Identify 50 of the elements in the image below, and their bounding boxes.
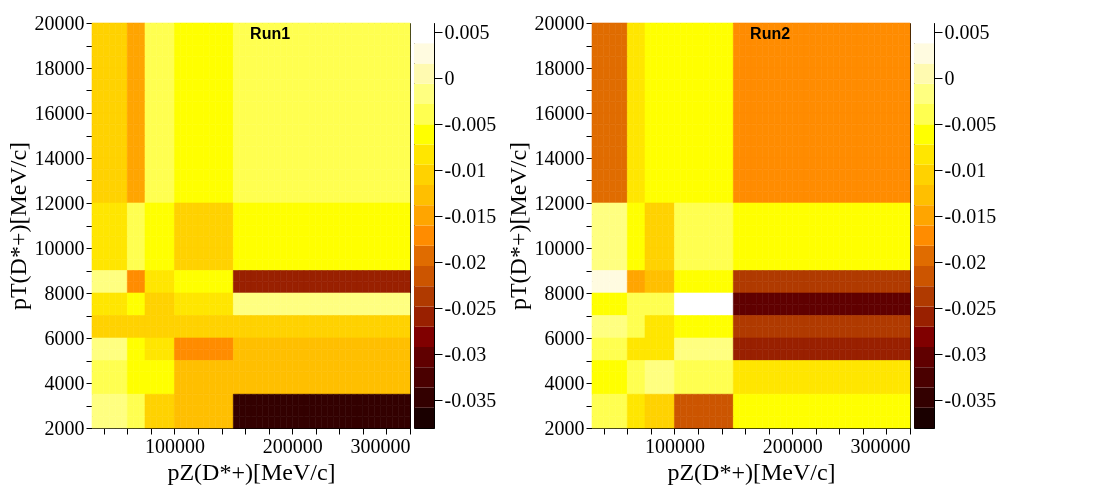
x-tick-label: 200000	[762, 434, 823, 457]
color-bar-label: -0.01	[944, 158, 987, 181]
y-tick-label: 16000	[34, 101, 85, 124]
color-bar-label: -0.015	[444, 204, 497, 227]
y-tick-label: 12000	[34, 191, 85, 214]
y-tick-label: 2000	[544, 416, 585, 439]
y-axis-title: pT(D*+)[MeV/c]	[4, 141, 31, 311]
x-tick-label: 300000	[350, 434, 411, 457]
x-tick-label: 200000	[262, 434, 323, 457]
x-axis-title: pZ(D*+)[MeV/c]	[667, 458, 836, 485]
y-tick-label: 8000	[544, 281, 585, 304]
color-bar-label: -0.03	[444, 342, 487, 365]
y-tick-label: 20000	[534, 11, 585, 34]
chart-title: Run2	[750, 25, 791, 43]
y-tick-label: 8000	[44, 281, 85, 304]
color-bar-label: 0.005	[944, 20, 990, 43]
y-tick-label: 10000	[34, 236, 85, 259]
chart-title: Run1	[250, 25, 291, 43]
x-axis-title: pZ(D*+)[MeV/c]	[167, 458, 336, 485]
color-bar-label: -0.02	[944, 250, 987, 273]
color-bar-label: -0.01	[444, 158, 487, 181]
color-bar-label: -0.035	[444, 388, 497, 411]
y-tick-label: 18000	[534, 56, 585, 79]
y-axis-title: pT(D*+)[MeV/c]	[504, 141, 531, 311]
color-bar-label: 0	[444, 66, 455, 89]
y-tick-label: 2000	[44, 416, 85, 439]
color-bar-label: -0.025	[444, 296, 497, 319]
color-bar-label: -0.035	[944, 388, 997, 411]
x-tick-label: 100000	[644, 434, 705, 457]
color-bar-label: -0.025	[944, 296, 997, 319]
y-tick-label: 14000	[34, 146, 85, 169]
y-tick-label: 6000	[44, 326, 85, 349]
color-bar-label: 0.005	[444, 20, 490, 43]
color-bar-label: -0.03	[944, 342, 987, 365]
y-tick-label: 4000	[44, 371, 85, 394]
y-tick-label: 14000	[534, 146, 585, 169]
color-bar-label: -0.02	[444, 250, 487, 273]
x-tick-label: 100000	[144, 434, 205, 457]
y-tick-label: 20000	[34, 11, 85, 34]
color-bar-label: -0.005	[444, 112, 497, 135]
color-bar-label: 0	[944, 66, 955, 89]
y-tick-label: 16000	[534, 101, 585, 124]
y-tick-label: 4000	[544, 371, 585, 394]
y-tick-label: 12000	[534, 191, 585, 214]
y-tick-label: 10000	[534, 236, 585, 259]
y-tick-label: 6000	[544, 326, 585, 349]
y-tick-label: 18000	[34, 56, 85, 79]
x-tick-label: 300000	[850, 434, 911, 457]
color-bar-label: -0.005	[944, 112, 997, 135]
color-bar-label: -0.015	[944, 204, 997, 227]
